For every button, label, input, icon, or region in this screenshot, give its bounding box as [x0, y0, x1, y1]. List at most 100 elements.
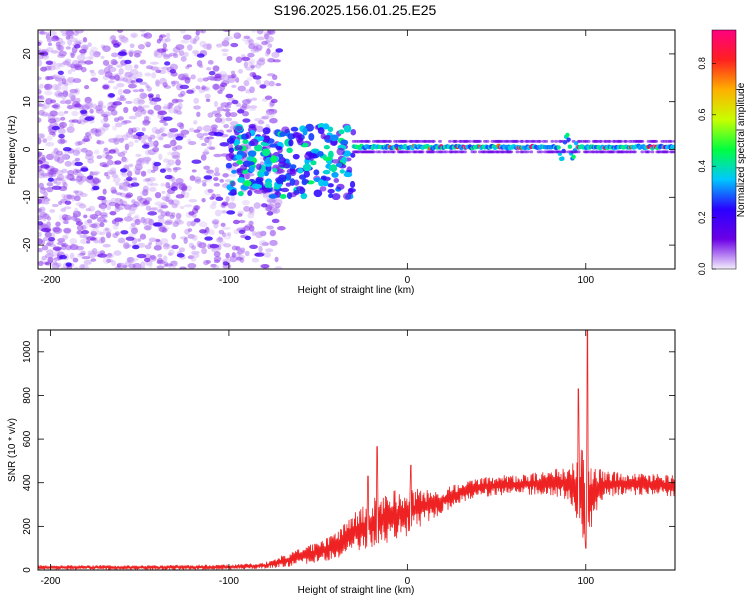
spectrogram-cell — [160, 211, 168, 217]
spectrogram-cell — [236, 250, 245, 255]
spectrogram-cell — [45, 97, 53, 105]
snr-series-line — [38, 330, 675, 570]
spectrogram-cell — [80, 264, 89, 269]
spectrogram-cell — [249, 244, 258, 250]
spectrogram-cell — [265, 35, 274, 43]
spectrogram-cell — [216, 106, 224, 112]
spectrogram-cell — [61, 60, 71, 66]
spectrogram-cell — [238, 229, 246, 235]
spectrogram-cell — [42, 173, 51, 178]
spectrogram-cell — [38, 133, 45, 139]
spectrogram-cell — [165, 181, 171, 189]
spectrogram-cell — [223, 37, 230, 42]
spectrogram-cell — [43, 201, 50, 205]
spectrogram-cell — [240, 164, 248, 171]
spectrogram-cell — [567, 144, 573, 149]
spectrogram-cell — [213, 176, 219, 181]
spectrogram-cell — [72, 30, 79, 36]
spectrogram-cell — [195, 85, 201, 90]
spectrogram-cell — [60, 30, 68, 34]
spectrogram-cell — [38, 173, 46, 179]
spectrogram-cell — [68, 92, 76, 99]
spectrogram-cell — [271, 51, 280, 58]
spectrogram-cell — [565, 132, 570, 138]
spectrogram-cell — [162, 81, 168, 88]
spectrogram-cell — [61, 154, 71, 160]
spectrogram-cell — [113, 250, 122, 256]
spectrogram-cell — [49, 110, 58, 117]
spectrogram-cell — [105, 151, 110, 156]
spectrogram-cell — [52, 35, 59, 40]
spectrogram-cell — [124, 59, 132, 65]
spectrogram-cell — [208, 70, 216, 76]
spectrogram-cell — [196, 53, 205, 58]
spectrogram-cell — [166, 131, 174, 139]
spectrogram-cell — [96, 140, 105, 145]
spectrogram-cell — [66, 194, 75, 200]
snr-y-ticks: 0 200 400 600 800 1000 — [22, 340, 675, 573]
spectrogram-cell — [180, 76, 190, 81]
spectrogram-cell — [196, 132, 205, 139]
spectrogram-cell — [114, 265, 124, 269]
spectrogram-cell — [180, 129, 190, 135]
spectrogram-cell — [74, 195, 81, 202]
spectrogram-cell — [99, 162, 108, 167]
spectrogram-cell — [65, 215, 73, 221]
spectrogram-cell — [79, 59, 87, 66]
spectrogram-cell — [255, 44, 263, 51]
spectrogram-cell — [258, 57, 266, 62]
spectrogram-cell — [187, 228, 193, 232]
spectrogram-cell — [242, 139, 249, 145]
spectrogram-cell — [238, 68, 244, 74]
spectrogram-cell — [108, 138, 118, 143]
spectrogram-cell — [186, 44, 193, 51]
spectrogram-cell — [58, 214, 64, 222]
spectrogram-cell — [669, 139, 674, 143]
spectrogram-cell — [66, 194, 72, 199]
spectrogram-cell — [65, 99, 72, 105]
spectrogram-cell — [212, 83, 220, 90]
spectrogram-cell — [340, 139, 349, 146]
spectrogram-cell — [147, 137, 153, 142]
spectrogram-cell — [207, 75, 216, 81]
spectrogram-cell — [104, 227, 109, 232]
spectrogram-cell — [166, 192, 171, 200]
spectrogram-cell — [97, 253, 108, 258]
spectrogram-cell — [38, 59, 43, 67]
spectrogram-cell — [177, 102, 183, 110]
spectrogram-cell — [142, 104, 150, 109]
spectrogram-cell — [116, 82, 125, 88]
spectrogram-cell — [58, 50, 67, 57]
spectrogram-cell — [271, 218, 280, 224]
spectrogram-cell — [122, 264, 128, 269]
y-tick-label: 200 — [22, 518, 33, 535]
spectrogram-cell — [101, 113, 109, 117]
spectrogram-cell — [38, 95, 45, 101]
spectrogram-cell — [260, 264, 270, 269]
spectrogram-cell — [171, 244, 179, 250]
spectrogram-cell — [64, 174, 73, 180]
spectrogram-cell — [63, 206, 72, 210]
spectrogram-cell — [114, 217, 124, 222]
spectrogram-cell — [148, 218, 154, 226]
spectrogram-cell — [233, 32, 242, 39]
spectrogram-cell — [78, 180, 83, 186]
spectrogram-cell — [122, 89, 131, 94]
spectrogram-cell — [290, 164, 297, 170]
spectrogram-cell — [87, 250, 96, 255]
spectrogram-cell — [128, 49, 135, 56]
spectrogram-cell — [114, 160, 122, 165]
spectrogram-cell — [261, 115, 269, 120]
spectrogram-cell — [145, 65, 154, 70]
spectrogram-cell — [79, 115, 86, 122]
spectrogram-cell — [123, 204, 132, 210]
spectrogram-cell — [63, 194, 72, 201]
spectrogram-cell — [586, 139, 591, 143]
spectrogram-cell — [166, 32, 171, 39]
spectrogram-cell — [95, 104, 103, 112]
spectrogram-cell — [86, 175, 94, 180]
spectrogram-cell — [462, 150, 467, 154]
spectrogram-cell — [80, 167, 89, 172]
spectrogram-cell — [59, 122, 65, 127]
spectrogram-cell — [38, 137, 42, 145]
